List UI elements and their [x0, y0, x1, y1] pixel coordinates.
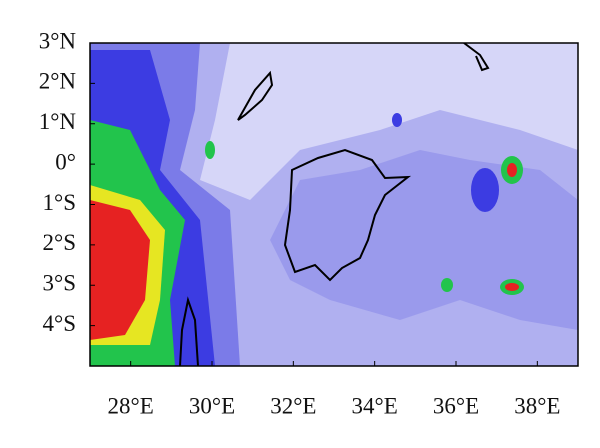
y-tick-label: 3°S — [43, 271, 77, 296]
x-tick-label: 38°E — [514, 393, 560, 418]
field-spot — [505, 283, 519, 291]
field-spot — [471, 168, 499, 212]
x-tick-label: 28°E — [108, 393, 154, 418]
x-tick-label: 30°E — [189, 393, 235, 418]
y-tick-label: 1°S — [43, 190, 77, 215]
field-spot — [392, 113, 402, 127]
field-spot — [205, 141, 215, 159]
lake-outline — [179, 296, 199, 366]
x-tick-label: 36°E — [433, 393, 479, 418]
field-level — [90, 200, 150, 340]
y-tick-label: 4°S — [43, 311, 77, 336]
y-tick-label: 0° — [55, 149, 76, 174]
y-tick-label: 2°S — [43, 230, 77, 255]
field-spot — [441, 278, 453, 292]
y-tick-label: 3°N — [39, 28, 77, 53]
x-tick-label: 34°E — [352, 393, 398, 418]
lake-outline — [283, 148, 412, 282]
field-spot — [507, 163, 517, 177]
field — [90, 43, 578, 366]
y-tick-label: 2°N — [39, 69, 77, 94]
lake-outline — [237, 70, 274, 121]
x-tick-label: 32°E — [270, 393, 316, 418]
coast-outline — [463, 43, 490, 72]
y-tick-label: 1°N — [39, 109, 77, 134]
